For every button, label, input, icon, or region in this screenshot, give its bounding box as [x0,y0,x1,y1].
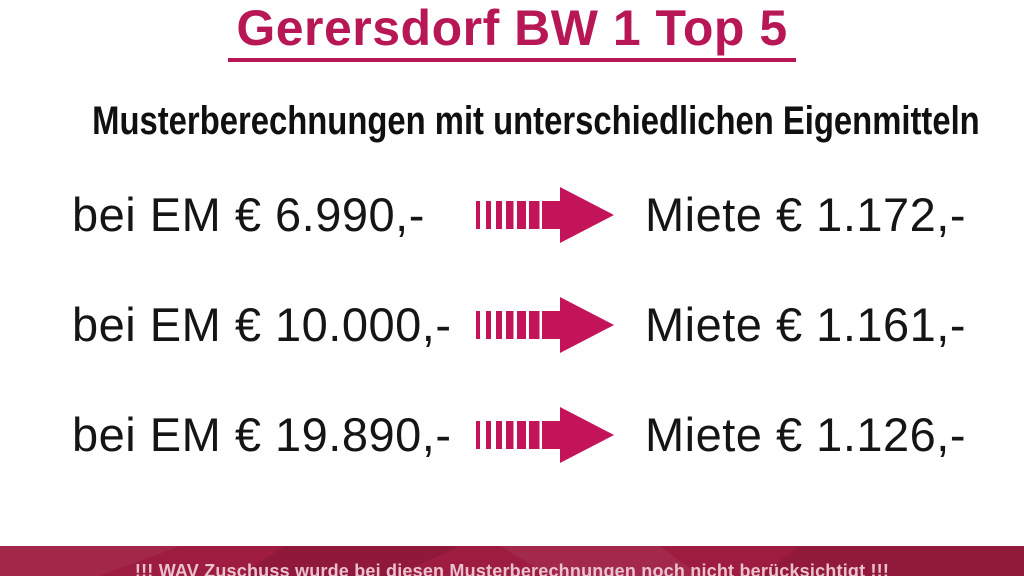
footer-banner: !!! WAV Zuschuss wurde bei diesen Muster… [0,546,1024,576]
footer-note: !!! WAV Zuschuss wurde bei diesen Muster… [134,561,890,576]
miete-value: Miete € 1.172,- [645,188,967,241]
calc-row: bei EM € 19.890,- Miete € 1.126,- [0,405,1024,465]
dashed-right-arrow-icon [476,187,616,243]
em-value: bei EM € 19.890,- [72,408,452,461]
page-title: Gerersdorf BW 1 Top 5 [228,2,796,62]
title-area: Gerersdorf BW 1 Top 5 [0,0,1024,62]
dashed-right-arrow-icon [476,407,616,463]
calc-row: bei EM € 6.990,- Miete € 1.172,- [0,185,1024,245]
dashed-right-arrow-icon [476,297,616,353]
miete-value: Miete € 1.126,- [645,408,967,461]
em-value: bei EM € 10.000,- [72,298,452,351]
miete-value: Miete € 1.161,- [645,298,967,351]
page-subtitle: Musterberechnungen mit unterschiedlichen… [92,99,980,143]
footer-texture-facet [760,546,1024,576]
calc-row: bei EM € 10.000,- Miete € 1.161,- [0,295,1024,355]
em-value: bei EM € 6.990,- [72,188,425,241]
